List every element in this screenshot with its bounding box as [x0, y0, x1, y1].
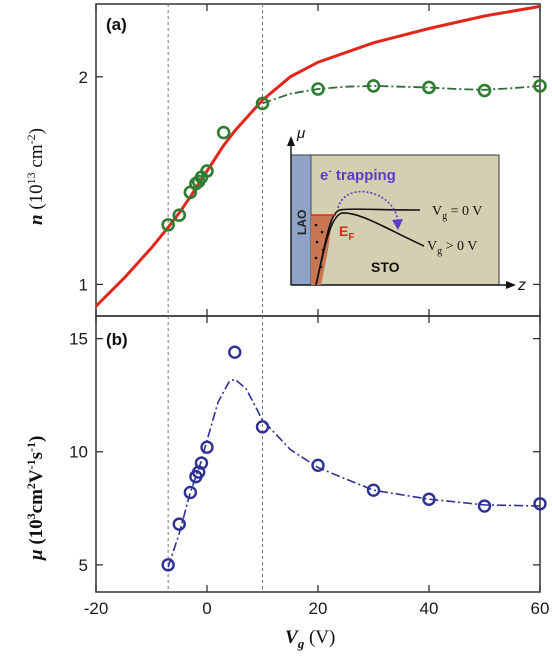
inset-trapping-word: trapping — [332, 167, 396, 184]
y-tick-label: 10 — [69, 443, 88, 462]
inset-vgpos-rest: > 0 V — [442, 239, 477, 254]
data-point-a — [161, 218, 175, 232]
data-point-b — [228, 345, 242, 359]
x-tick-label: 0 — [202, 599, 211, 618]
xlabel-unit: (V) — [304, 627, 335, 648]
y-tick-label: 2 — [79, 68, 88, 87]
inset-ef-e: E — [339, 223, 348, 239]
data-point-b — [366, 483, 381, 497]
y-tick-label: 1 — [79, 275, 88, 294]
data-point-b — [183, 485, 198, 500]
inset-band-diagram: μ z LAO e- trapping EF STO Vg = 0 V Vg >… — [287, 125, 526, 294]
data-point-b — [533, 497, 547, 511]
ylabel-b-v: V — [26, 469, 47, 483]
ylabel-b-mu: μ — [26, 549, 47, 561]
ylabel-a-close: ) — [26, 128, 47, 134]
series-b-dashdot-line — [167, 378, 541, 568]
data-point-b — [200, 440, 214, 454]
inset-sto-label: STO — [371, 259, 400, 275]
data-point-b — [255, 420, 270, 434]
panel-b-label: (b) — [106, 330, 128, 349]
data-point-a — [255, 96, 270, 111]
data-point-a — [172, 208, 187, 222]
x-axis-title: Vg (V) — [285, 627, 335, 651]
inset-ef-sub: F — [348, 232, 354, 243]
data-point-a — [366, 79, 381, 93]
x-tick-label: 60 — [531, 599, 550, 618]
data-point-b — [311, 458, 325, 473]
ylabel-a-n: n — [26, 214, 47, 225]
inset-electron-dot — [314, 256, 318, 260]
data-point-b — [172, 517, 186, 531]
inset-electron-dot — [315, 240, 319, 244]
inset-band-vgpos — [315, 212, 425, 286]
inset-vgpos-v: V — [427, 239, 437, 254]
xlabel-v: V — [285, 627, 299, 648]
data-point-a — [216, 125, 231, 140]
x-tick-label: 40 — [420, 599, 439, 618]
y-tick-label: 15 — [69, 330, 88, 349]
inset-trapping-arrowhead — [392, 219, 403, 230]
ylabel-b-exp3: -1 — [24, 459, 38, 469]
inset-trapping-sup: - — [328, 166, 331, 177]
ylabel-b-exp1: 3 — [24, 513, 38, 519]
inset-electron-dot — [320, 230, 324, 234]
ylabel-b-close: ) — [26, 436, 47, 442]
ylabel-a-exp: 13 — [24, 172, 38, 184]
ylabel-b-s: s — [26, 452, 47, 459]
xlabel-sub: g — [297, 636, 305, 651]
ylabel-b-part1: (10 — [26, 519, 47, 549]
ylabel-a-unit: cm — [26, 144, 47, 172]
ylabel-b-exp4: -1 — [24, 442, 38, 452]
ylabel-a-unit-exp: -2 — [24, 134, 38, 144]
inset-vg0-label: Vg = 0 V — [432, 204, 482, 222]
data-point-b — [194, 456, 209, 470]
inset-vg0-v: V — [432, 204, 442, 219]
inset-trapping-label: e- trapping — [320, 166, 396, 184]
data-point-a — [422, 80, 436, 95]
inset-vg0-sub: g — [442, 211, 447, 222]
inset-mu-label: μ — [296, 125, 305, 142]
data-point-b — [477, 499, 492, 513]
panel-b-frame — [95, 315, 541, 593]
inset-lao-label: LAO — [295, 210, 309, 235]
panel-b-ylabel: μ (103cm2V-1s-1) — [24, 436, 47, 561]
series-a-fit-line — [94, 4, 541, 308]
data-point-a — [477, 83, 492, 98]
inset-vgpos-sub: g — [437, 246, 442, 257]
inset-z-label: z — [517, 277, 526, 294]
ylabel-b-cm: cm — [26, 489, 47, 513]
inset-electron-dot — [314, 223, 318, 227]
inset-y-arrowhead — [287, 136, 295, 146]
x-tick-label: -20 — [84, 599, 109, 618]
ylabel-b-exp2: 2 — [24, 483, 38, 489]
x-tick-label: 20 — [309, 599, 328, 618]
inset-vgpos-label: Vg > 0 V — [427, 239, 477, 257]
data-point-b — [161, 558, 175, 572]
panel-a-ylabel: n (1013 cm-2) — [24, 128, 47, 225]
data-point-a — [311, 82, 325, 96]
ylabel-a-part1: (10 — [26, 184, 47, 214]
panel-a-label: (a) — [106, 15, 127, 34]
data-point-b — [422, 492, 436, 506]
inset-trapping-e: e — [320, 167, 328, 184]
data-point-a — [200, 164, 214, 178]
data-point-a — [533, 79, 547, 93]
inset-x-arrowhead — [506, 281, 516, 289]
panel-a-plot: 12 — [79, 4, 547, 316]
inset-trapping-arrow — [337, 190, 399, 223]
series-a-dashdot-line — [262, 84, 541, 105]
inset-ef-label: EF — [339, 223, 354, 243]
inset-vg0-rest: = 0 V — [447, 204, 482, 219]
panel-b-plot: 5 10 15 -20 0 20 40 60 — [69, 316, 549, 618]
y-tick-label: 5 — [79, 556, 88, 575]
